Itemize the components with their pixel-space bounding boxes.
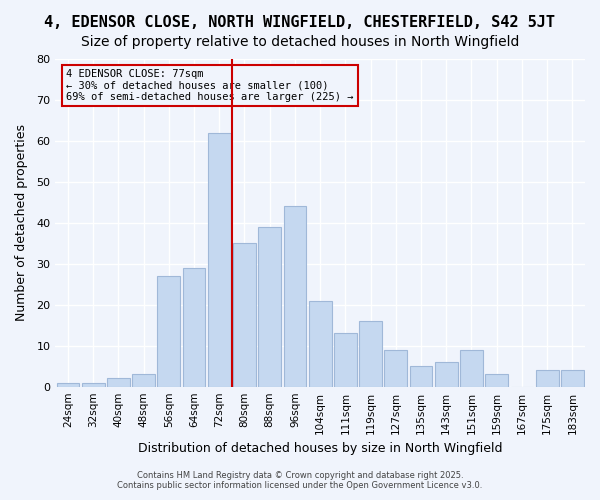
Bar (410, 366, 433, 386)
Bar (460, 350, 483, 387)
Bar (208, 132, 230, 386)
Bar (385, 350, 407, 387)
Bar (561, 370, 584, 386)
Bar (359, 321, 382, 386)
Bar (259, 227, 281, 386)
Bar (157, 276, 180, 386)
Bar (485, 374, 508, 386)
Bar (435, 362, 458, 386)
Bar (132, 374, 155, 386)
Text: Contains HM Land Registry data © Crown copyright and database right 2025.
Contai: Contains HM Land Registry data © Crown c… (118, 470, 482, 490)
Text: 4 EDENSOR CLOSE: 77sqm
← 30% of detached houses are smaller (100)
69% of semi-de: 4 EDENSOR CLOSE: 77sqm ← 30% of detached… (66, 69, 353, 102)
Bar (182, 268, 205, 386)
Text: 4, EDENSOR CLOSE, NORTH WINGFIELD, CHESTERFIELD, S42 5JT: 4, EDENSOR CLOSE, NORTH WINGFIELD, CHEST… (44, 15, 556, 30)
Y-axis label: Number of detached properties: Number of detached properties (15, 124, 28, 322)
Bar (284, 206, 306, 386)
Bar (309, 300, 332, 386)
Text: Size of property relative to detached houses in North Wingfield: Size of property relative to detached ho… (81, 35, 519, 49)
Bar (233, 244, 256, 386)
Bar (82, 382, 104, 386)
X-axis label: Distribution of detached houses by size in North Wingfield: Distribution of detached houses by size … (138, 442, 502, 455)
Bar (56, 382, 79, 386)
Bar (107, 378, 130, 386)
Bar (536, 370, 559, 386)
Bar (334, 334, 357, 386)
